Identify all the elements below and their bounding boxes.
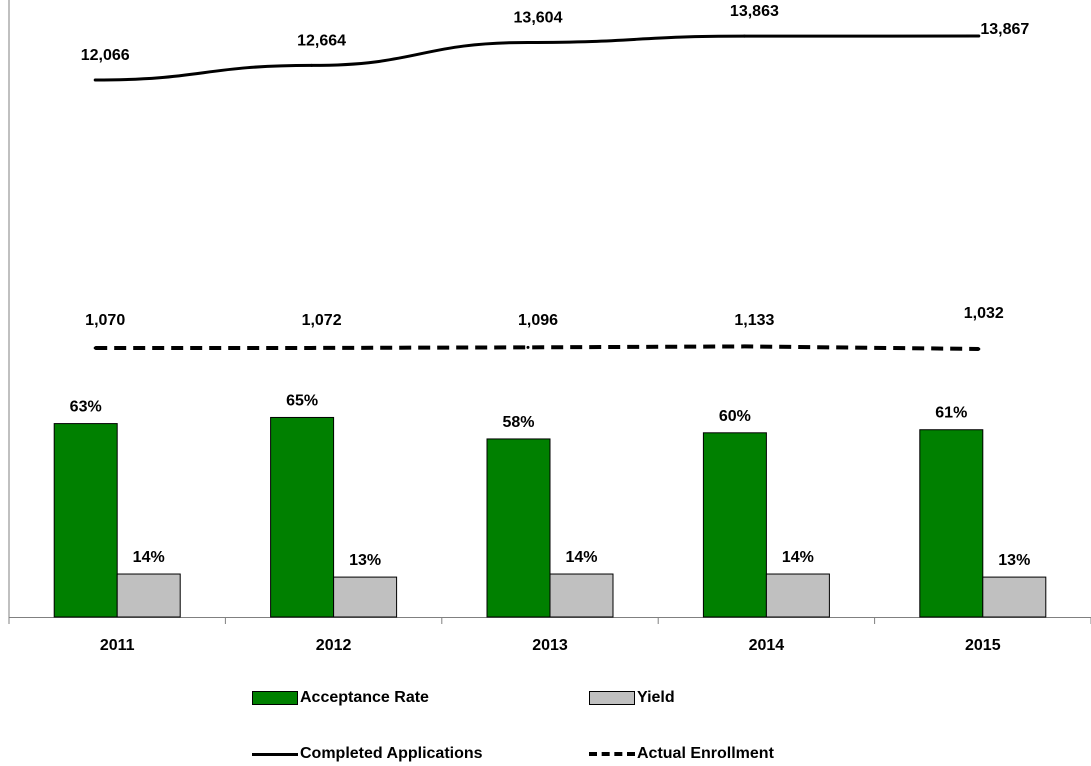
data-label-yield-2011: 14%	[133, 549, 165, 566]
bar-yield-2015	[982, 576, 1047, 618]
bar-yield-2014	[765, 573, 830, 618]
data-label-actual-enrollment-2012: 1,072	[302, 312, 342, 329]
point-completed-applications-2012	[310, 63, 314, 67]
bar-acceptance-rate-2011	[53, 423, 118, 618]
data-label-actual-enrollment-2014: 1,133	[734, 312, 774, 329]
legend-label-actual-enrollment: Actual Enrollment	[637, 745, 774, 762]
bar-yield-2013	[549, 573, 614, 618]
legend-swatch-completed-applications	[252, 752, 298, 756]
bar-yield-2011	[116, 573, 181, 618]
data-label-acceptance-rate-2015: 61%	[935, 405, 967, 422]
legend-item-completed-applications: Completed Applications	[252, 745, 483, 763]
data-label-yield-2014: 14%	[782, 549, 814, 566]
legend-swatch-acceptance-rate	[252, 691, 298, 705]
data-label-yield-2013: 14%	[565, 549, 597, 566]
data-label-completed-applications-2015: 13,867	[980, 21, 1029, 38]
data-label-acceptance-rate-2012: 65%	[286, 392, 318, 409]
legend-item-acceptance-rate: Acceptance Rate	[252, 689, 429, 707]
line-completed-applications	[95, 34, 979, 82]
point-completed-applications-2013	[526, 40, 530, 44]
data-label-acceptance-rate-2013: 58%	[502, 414, 534, 431]
bar-acceptance-rate-2015	[919, 429, 984, 618]
point-actual-enrollment-2011	[93, 346, 97, 350]
data-label-completed-applications-2014: 13,863	[730, 3, 779, 20]
x-tick-label-2015: 2015	[965, 637, 1001, 654]
data-label-actual-enrollment-2015: 1,032	[964, 305, 1004, 322]
point-actual-enrollment-2013	[526, 345, 530, 349]
legend-item-yield: Yield	[589, 689, 675, 707]
legend-item-actual-enrollment: Actual Enrollment	[589, 745, 774, 763]
legend-label-acceptance-rate: Acceptance Rate	[300, 689, 429, 706]
legend-swatch-yield	[589, 691, 635, 705]
bar-acceptance-rate-2012	[270, 416, 335, 618]
legend-label-completed-applications: Completed Applications	[300, 745, 483, 762]
point-completed-applications-2015	[977, 34, 981, 38]
x-tick-label-2011: 2011	[100, 637, 135, 654]
bar-acceptance-rate-2014	[702, 432, 767, 618]
legend-label-yield: Yield	[637, 689, 675, 706]
point-completed-applications-2014	[742, 34, 746, 38]
data-label-acceptance-rate-2011: 63%	[70, 399, 102, 416]
point-actual-enrollment-2014	[742, 344, 746, 348]
x-tick-label-2012: 2012	[316, 637, 352, 654]
bar-yield-2012	[333, 576, 398, 618]
data-label-yield-2015: 13%	[998, 552, 1030, 569]
data-label-actual-enrollment-2013: 1,096	[518, 312, 558, 329]
data-label-completed-applications-2013: 13,604	[514, 9, 563, 26]
line-actual-enrollment	[95, 344, 979, 351]
data-label-yield-2012: 13%	[349, 552, 381, 569]
data-label-actual-enrollment-2011: 1,070	[85, 312, 125, 329]
chart: 2011 63% 14% 2012 65% 13% 2013 58% 14% 2014 60% 14%…	[8, 0, 1091, 654]
x-tick-label-2014: 2014	[749, 637, 785, 654]
point-actual-enrollment-2015	[977, 347, 981, 351]
data-label-acceptance-rate-2014: 60%	[719, 408, 751, 425]
point-actual-enrollment-2012	[310, 346, 314, 350]
point-completed-applications-2011	[93, 78, 97, 82]
legend-swatch-actual-enrollment	[589, 752, 635, 756]
data-label-completed-applications-2011: 12,066	[81, 47, 130, 64]
data-label-completed-applications-2012: 12,664	[297, 32, 346, 49]
x-tick-label-2013: 2013	[532, 637, 568, 654]
bar-acceptance-rate-2013	[486, 438, 551, 618]
